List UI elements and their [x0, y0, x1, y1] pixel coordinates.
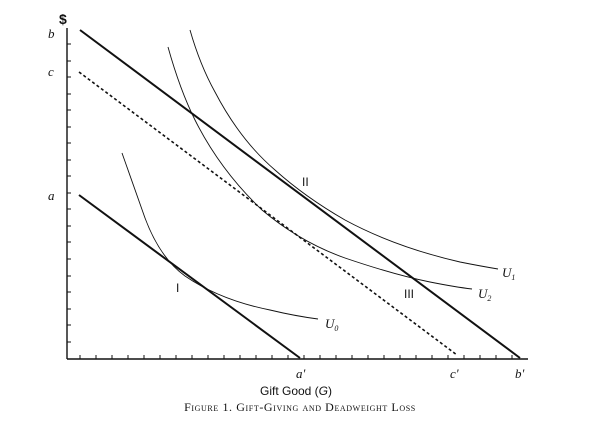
curve-label-u1-sub: 1: [511, 273, 515, 282]
figure-caption: Figure 1. Gift-Giving and Deadweight Los…: [0, 400, 600, 415]
x-tick-label-b-prime: b': [515, 366, 525, 381]
y-tick-label-b: b: [48, 26, 55, 41]
x-axis-label-end: ): [328, 384, 332, 398]
curve-label-u0-letter: U: [325, 316, 336, 331]
point-label-ii: II: [302, 175, 309, 189]
point-label-i: I: [176, 281, 179, 295]
y-tick-label-a: a: [48, 188, 55, 203]
y-axis-ticks: [67, 43, 71, 343]
x-axis-ticks: [79, 355, 513, 359]
budget-line-a: [78, 194, 301, 359]
y-axis-label: $: [59, 11, 67, 27]
curve-label-u2: U2: [478, 286, 491, 303]
figure-caption-text: Figure 1. Gift-Giving and Deadweight Los…: [184, 400, 416, 414]
x-tick-label-a-prime: a': [296, 366, 306, 381]
indifference-curve-u1: [189, 29, 499, 270]
y-tick-label-c: c: [48, 64, 54, 79]
curve-label-u2-letter: U: [478, 286, 489, 301]
indifference-curve-u0: [121, 152, 319, 320]
curve-label-u0: U0: [325, 316, 338, 333]
x-axis-label-text: Gift Good (: [260, 384, 319, 398]
x-tick-label-c-prime: c': [450, 366, 459, 381]
curve-label-u1: U1: [502, 265, 515, 282]
curve-label-u2-sub: 2: [487, 294, 491, 303]
curve-label-u0-sub: 0: [334, 324, 338, 333]
x-axis-label: Gift Good (G): [260, 384, 332, 398]
curve-label-u1-letter: U: [502, 265, 513, 280]
point-label-iii: III: [404, 287, 414, 301]
budget-line-c-dashed: [78, 71, 458, 356]
x-axis-label-var: G: [319, 384, 328, 398]
budget-line-b: [79, 29, 521, 359]
indifference-curve-u2: [167, 46, 473, 290]
